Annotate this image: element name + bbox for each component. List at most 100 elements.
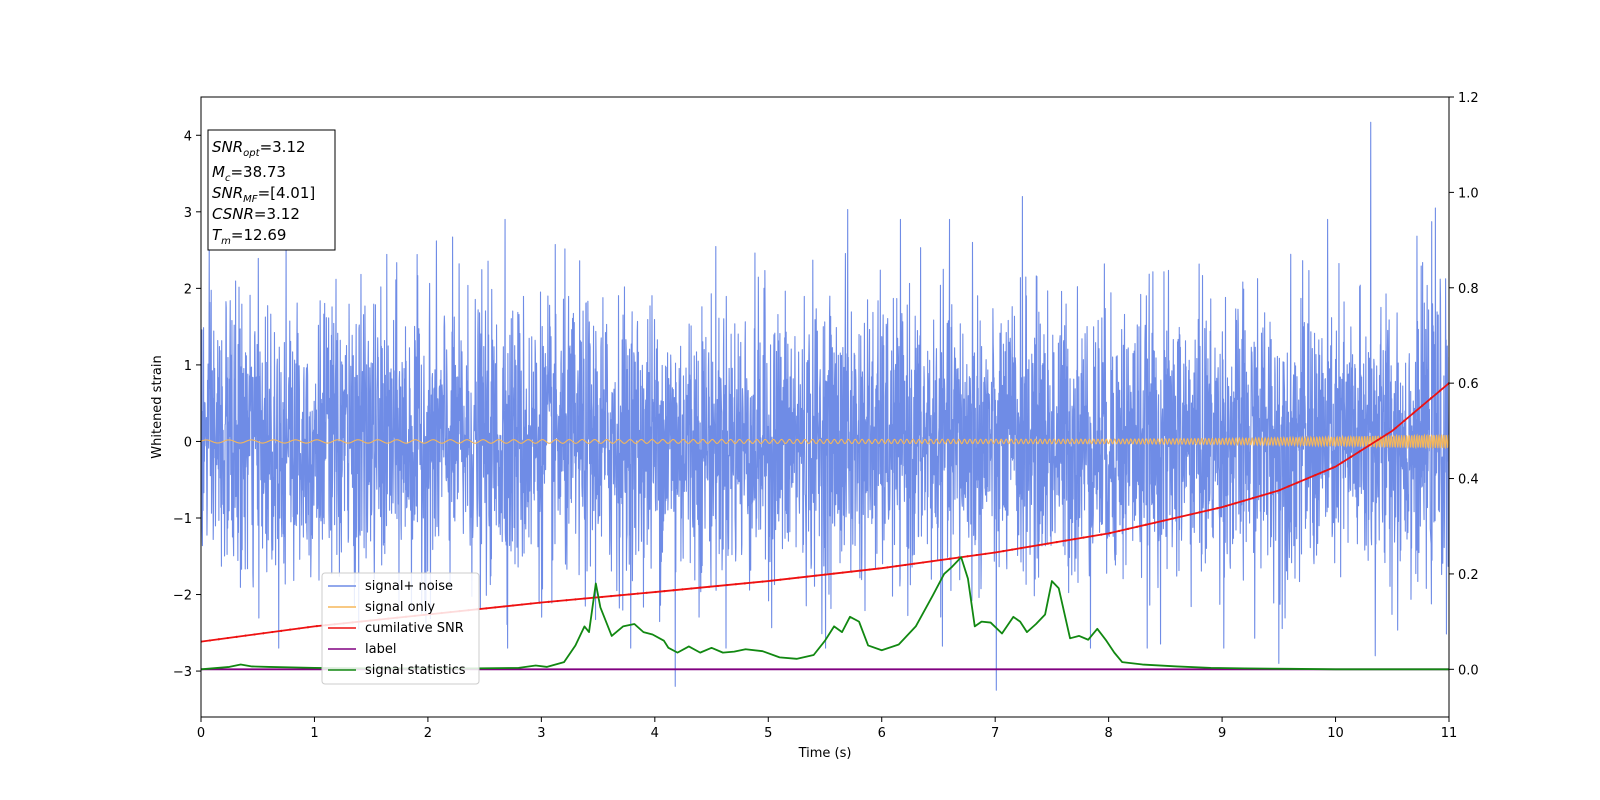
cumulative-snr-point bbox=[547, 600, 550, 603]
cumulative-snr-point bbox=[208, 639, 212, 642]
cumulative-snr-point bbox=[289, 628, 292, 631]
cumulative-snr-point bbox=[511, 604, 515, 607]
cumulative-snr-point bbox=[841, 571, 844, 574]
y-tick-label: 3 bbox=[184, 206, 192, 221]
cumulative-snr-point bbox=[966, 555, 969, 558]
cumulative-snr-point bbox=[832, 572, 836, 575]
cumulative-snr-point bbox=[823, 573, 827, 576]
cumulative-snr-point bbox=[895, 565, 898, 568]
legend-label: label bbox=[365, 642, 396, 657]
cumulative-snr-point bbox=[1046, 542, 1049, 545]
annotation-box: SNRopt=3.12 Mc=38.73 SNRMF=[4.01] CSNR=3… bbox=[207, 129, 336, 251]
cumulative-snr-point bbox=[1269, 491, 1272, 494]
y-tick-label: 2 bbox=[184, 282, 192, 297]
cumulative-snr-point bbox=[235, 635, 238, 638]
y-tick-label: −1 bbox=[173, 512, 192, 527]
legend-label: signal+ noise bbox=[365, 579, 453, 594]
cumulative-snr-point bbox=[636, 592, 639, 595]
cumulative-snr-point bbox=[1002, 550, 1005, 553]
x-tick-label: 9 bbox=[1218, 726, 1226, 741]
y-axis-label: Whitened strain bbox=[150, 355, 165, 458]
cumulative-snr-point bbox=[1242, 499, 1246, 502]
annotation-mc: Mc=38.73 bbox=[212, 163, 286, 184]
cumulative-snr-point bbox=[1278, 489, 1281, 492]
legend-label: cumilative SNR bbox=[365, 621, 464, 636]
cumulative-snr-point bbox=[1438, 389, 1442, 392]
cumulative-snr-point bbox=[1225, 504, 1228, 508]
cumulative-snr-point bbox=[868, 568, 871, 571]
cumulative-snr-point bbox=[770, 579, 773, 582]
cumulative-snr-point bbox=[681, 588, 684, 591]
cumulative-snr-point bbox=[1314, 474, 1317, 477]
cumulative-snr-point bbox=[797, 576, 800, 579]
cumulative-snr-point bbox=[1216, 507, 1219, 510]
cumulative-snr-point bbox=[618, 594, 622, 597]
cumulative-snr-point bbox=[1180, 515, 1183, 518]
cumulative-snr-point bbox=[306, 626, 310, 629]
cumulative-snr-point bbox=[1332, 466, 1335, 469]
cumulative-snr-point bbox=[645, 591, 648, 594]
cumulative-snr-point bbox=[1064, 539, 1067, 542]
cumulative-snr-point bbox=[1126, 527, 1130, 530]
cumulative-snr-point bbox=[609, 594, 613, 598]
annotation-snr-mf: SNRMF=[4.01] bbox=[212, 184, 315, 205]
cumulative-snr-point bbox=[226, 636, 229, 640]
cumulative-snr-point bbox=[1260, 494, 1263, 497]
cumulative-snr-point bbox=[850, 570, 853, 573]
y2-tick-label: 1.0 bbox=[1458, 186, 1479, 201]
cumulative-snr-point bbox=[1055, 541, 1058, 544]
cumulative-snr-point bbox=[1162, 519, 1165, 522]
cumulative-snr-point bbox=[627, 593, 630, 596]
cumulative-snr-point bbox=[1323, 470, 1326, 473]
y2-tick-label: 0.2 bbox=[1458, 568, 1479, 583]
cumulative-snr-point bbox=[1233, 502, 1237, 505]
x-axis-label: Time (s) bbox=[798, 746, 852, 761]
x-tick-label: 8 bbox=[1104, 726, 1112, 741]
cumulative-snr-point bbox=[1073, 538, 1076, 541]
cumulative-snr-point bbox=[1287, 485, 1290, 488]
cumulative-snr-point bbox=[244, 634, 247, 637]
cumulative-snr-point bbox=[1358, 450, 1361, 453]
cumulative-snr-point bbox=[1020, 547, 1023, 550]
cumulative-snr-point bbox=[556, 599, 559, 603]
legend: signal+ noise signal only cumilative SNR… bbox=[321, 572, 480, 685]
cumulative-snr-point bbox=[502, 605, 506, 608]
x-tick-label: 2 bbox=[424, 726, 432, 741]
cumulative-snr-point bbox=[280, 629, 283, 632]
cumulative-snr-point bbox=[948, 557, 951, 560]
cumulative-snr-point bbox=[520, 603, 524, 606]
legend-item-signal-statistics: signal statistics bbox=[328, 663, 466, 678]
cumulative-snr-point bbox=[1251, 496, 1254, 500]
cumulative-snr-point bbox=[1091, 535, 1094, 538]
x-tick-label: 11 bbox=[1441, 726, 1458, 741]
cumulative-snr-point bbox=[752, 581, 755, 584]
x-tick-label: 10 bbox=[1327, 726, 1344, 741]
cumulative-snr-point bbox=[904, 563, 907, 567]
cumulative-snr-point bbox=[1385, 433, 1388, 436]
y2-tick-label: 0.8 bbox=[1458, 282, 1479, 297]
cumulative-snr-point bbox=[886, 566, 889, 569]
cumulative-snr-point bbox=[1198, 511, 1201, 514]
cumulative-snr-point bbox=[253, 633, 256, 636]
y-tick-label: 4 bbox=[184, 129, 192, 144]
cumulative-snr-point bbox=[921, 561, 925, 564]
x-tick-label: 5 bbox=[764, 726, 772, 741]
cumulative-snr-point bbox=[814, 574, 818, 577]
cumulative-snr-point bbox=[601, 595, 604, 599]
cumulative-snr-point bbox=[1207, 509, 1210, 512]
x-tick-label: 4 bbox=[651, 726, 659, 741]
cumulative-snr-point bbox=[699, 586, 702, 589]
legend-label: signal only bbox=[365, 600, 435, 615]
cumulative-snr-point bbox=[1421, 404, 1424, 407]
cumulative-snr-point bbox=[574, 598, 577, 601]
cumulative-snr-point bbox=[806, 575, 809, 578]
cumulative-snr-point bbox=[485, 607, 488, 610]
annotation-tm: Tm=12.69 bbox=[212, 226, 286, 247]
x-tick-label: 1 bbox=[310, 726, 318, 741]
y-tick-label: 0 bbox=[184, 435, 192, 450]
cumulative-snr-point bbox=[1082, 536, 1085, 539]
cumulative-snr-point bbox=[984, 552, 987, 555]
cumulative-snr-point bbox=[1340, 461, 1344, 464]
annotation-snr-opt: SNRopt=3.12 bbox=[212, 138, 306, 159]
